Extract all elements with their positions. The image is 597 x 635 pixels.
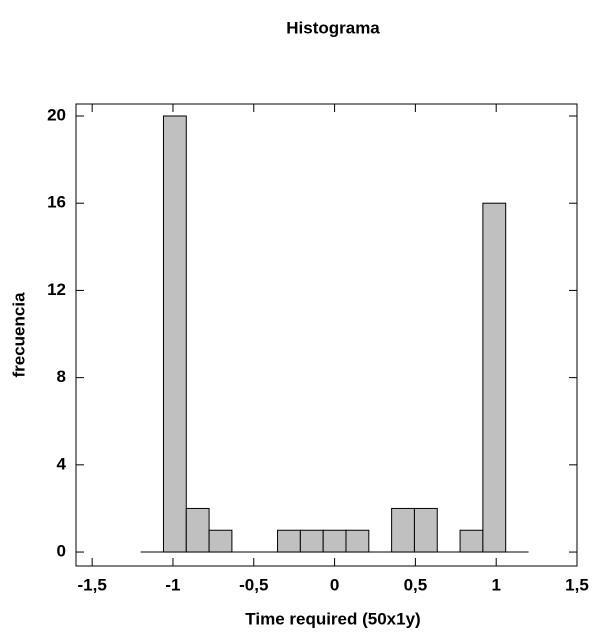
y-tick-label: 12 [47,280,66,299]
chart-title: Histograma [286,18,380,37]
bar [413,507,438,553]
bar [277,529,301,553]
x-tick-label: 0,5 [404,575,428,594]
bar [391,507,415,553]
x-tick-label: 0 [330,575,339,594]
y-tick-label: 16 [47,193,66,212]
plot-frame [75,103,578,567]
x-tick-label: -1,5 [78,575,107,594]
y-tick-label: 20 [47,105,66,124]
x-tick-label: 1 [491,575,500,594]
bar [345,529,370,553]
x-tick-label: -0,5 [239,575,268,594]
y-tick-label: 4 [57,454,67,473]
bar [459,529,484,553]
y-tick-label: 8 [57,367,66,386]
bar [185,507,210,553]
bar [299,529,324,553]
x-tick-label: -1 [165,575,180,594]
y-axis-label: frecuencia [9,292,28,378]
bar [482,202,507,553]
bar [322,529,347,553]
x-tick-label: 1,5 [565,575,589,594]
x-axis-label: Time required (50x1y) [245,609,420,628]
bar [162,115,187,553]
y-tick-label: 0 [57,542,66,561]
bar [208,529,233,553]
